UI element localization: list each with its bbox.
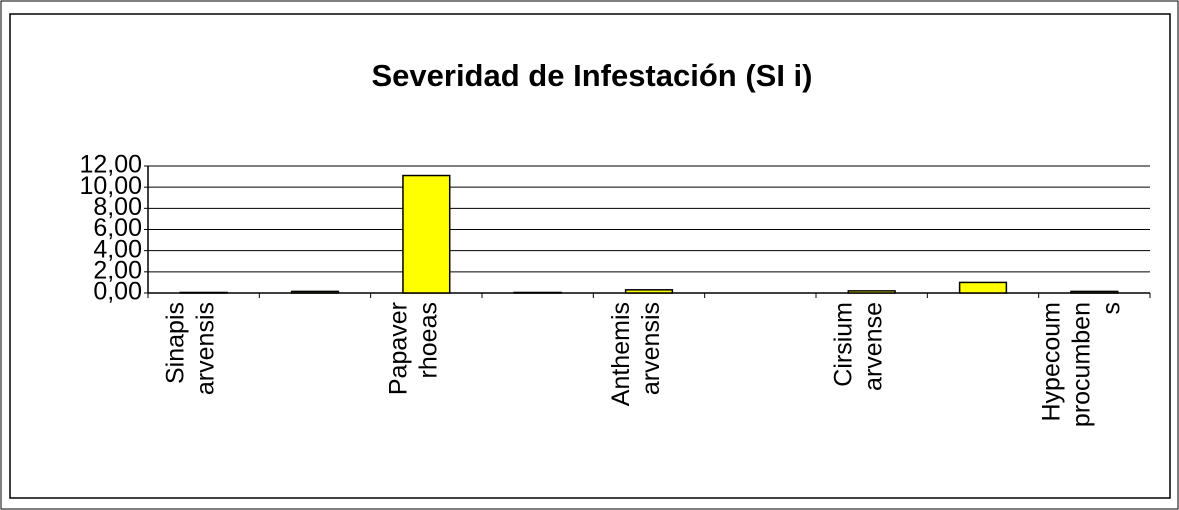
- y-tick-label: 6,00: [93, 214, 142, 242]
- bar: [624, 289, 674, 294]
- chart-title: Severidad de Infestación (SI i): [371, 58, 812, 93]
- x-tick-label: Sinapisarvensis: [161, 302, 219, 395]
- bar: [179, 291, 228, 294]
- bar: [958, 281, 1008, 294]
- bar: [290, 290, 340, 294]
- y-tick-label: 4,00: [93, 235, 142, 263]
- bar: [1070, 290, 1119, 294]
- x-tick-label: Anthemisarvensis: [607, 302, 665, 406]
- x-tick-label: Cirsiumarvense: [829, 302, 887, 391]
- bar: [402, 174, 451, 294]
- x-tick-label: Hypecoumprocumbens: [1037, 302, 1125, 427]
- y-tick-label: 10,00: [79, 172, 142, 200]
- chart-frame: [9, 13, 1171, 499]
- bar: [513, 291, 562, 294]
- y-tick-label: 0,00: [93, 278, 142, 306]
- y-tick-label: 2,00: [93, 256, 142, 284]
- y-tick-label: 12,00: [79, 151, 142, 179]
- x-tick-label: Papaverrhoeas: [384, 302, 442, 395]
- y-tick-label: 8,00: [93, 193, 142, 221]
- bar: [847, 290, 896, 294]
